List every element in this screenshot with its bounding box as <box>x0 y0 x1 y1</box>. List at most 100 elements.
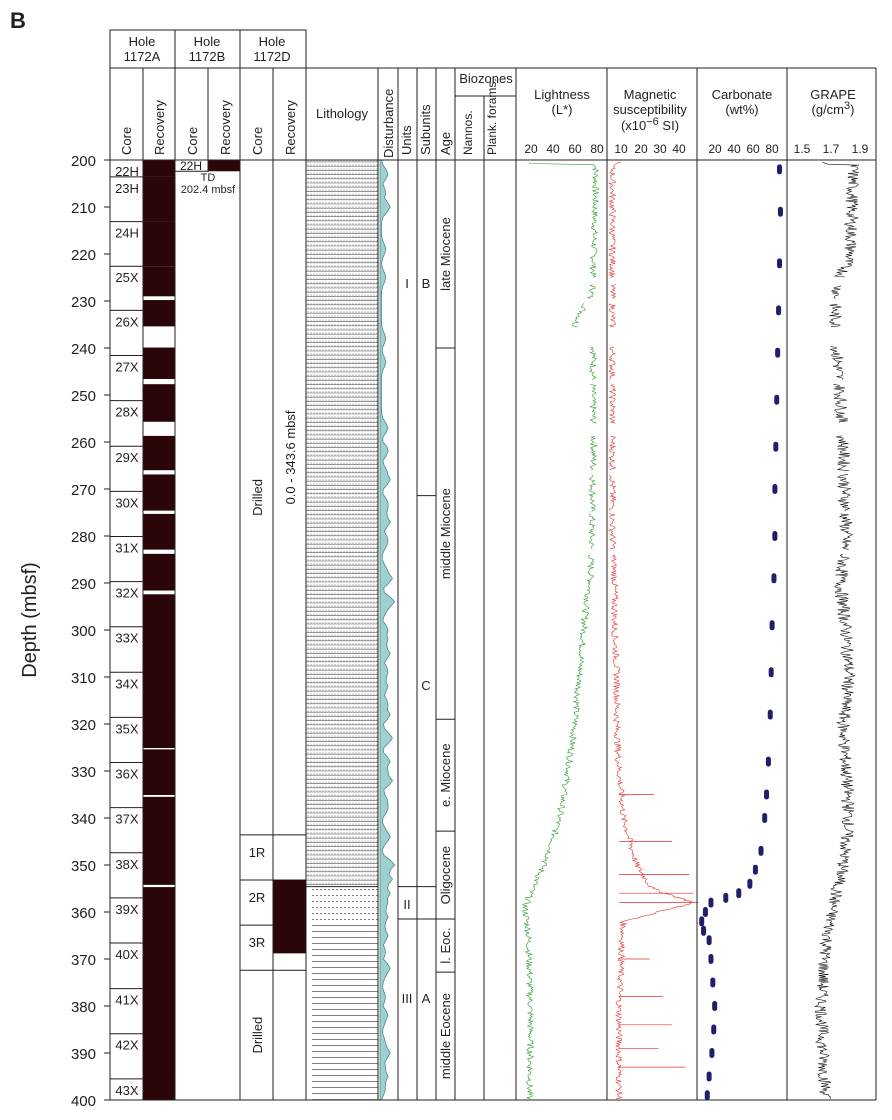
hole-1172d-cores: Drilled 1R 2R 3R Drilled 0.0 - 343.6 mbsf <box>240 410 306 1054</box>
core-label: 2R <box>249 890 266 905</box>
magsus-unit: (x10−6 SI) <box>621 116 679 133</box>
age-label: middle Eocene <box>438 993 453 1079</box>
core-label: 31X <box>115 540 138 555</box>
magsus-tick-40: 40 <box>672 142 686 156</box>
recovery-bar <box>143 717 175 748</box>
lightness-title: Lightness <box>534 87 590 102</box>
header-1172d-core: Core <box>250 127 265 155</box>
depth-tick-label: 320 <box>71 717 96 734</box>
lightness-tick-20: 20 <box>524 142 538 156</box>
column-headers: Core Recovery Core Recovery Core Recover… <box>119 71 856 158</box>
carbonate-point <box>777 164 783 175</box>
depth-tick-label: 300 <box>71 623 96 640</box>
header-units: Units <box>399 125 414 155</box>
core-label: 35X <box>115 721 138 736</box>
core-label: 38X <box>115 857 138 872</box>
grape-series-line <box>829 346 844 380</box>
log-plots <box>522 162 860 1101</box>
magsus-series-line <box>610 284 617 299</box>
age-label: late Miocene <box>438 217 453 291</box>
age-label: Oligocene <box>438 846 453 905</box>
core-label: 22H <box>180 159 202 173</box>
core-label: 42X <box>115 1038 138 1053</box>
core-label: 26X <box>115 314 138 329</box>
header-1172b-recovery: Recovery <box>218 100 233 155</box>
carbonate-point <box>709 1048 715 1058</box>
recovery-bar <box>208 160 240 172</box>
header-age: Age <box>438 132 453 155</box>
recovery-bar <box>143 221 175 267</box>
core-label: 36X <box>115 767 138 782</box>
depth-axis-ticks: 200 210 220 230 240 250 260 270 280 290 300 310 320 3… <box>71 153 110 1110</box>
depth-tick-label: 340 <box>71 811 96 828</box>
subunit-label: A <box>422 991 431 1006</box>
depth-tick-label: 290 <box>71 576 96 593</box>
panel-letter: B <box>10 8 26 33</box>
header-biozones: Biozones <box>459 71 513 86</box>
carbonate-point <box>776 305 782 316</box>
carbonate-point <box>702 907 708 917</box>
grape-unit-exp: 3 <box>844 100 850 112</box>
core-label: 25X <box>115 270 138 285</box>
grape-series-line <box>822 162 860 278</box>
core-label: 30X <box>115 495 138 510</box>
magsus-unit-pre: (x10 <box>621 118 646 133</box>
depth-tick-label: 200 <box>71 153 96 170</box>
carbonate-point <box>752 864 758 875</box>
depth-tick-label: 280 <box>71 529 96 546</box>
depth-tick-label: 370 <box>71 952 96 969</box>
depth-tick-label: 400 <box>71 1093 96 1110</box>
age-label: l. Eoc. <box>438 928 453 964</box>
recovery-bar <box>143 943 175 989</box>
core-label: 23H <box>115 181 139 196</box>
lightness-series-line <box>588 474 597 512</box>
lightness-series-line <box>586 284 596 299</box>
carbonate-point <box>772 484 778 494</box>
recovery-bar <box>273 880 306 954</box>
lightness-tick-60: 60 <box>568 142 582 156</box>
core-label: 34X <box>115 676 138 691</box>
recovery-bar <box>143 1078 175 1100</box>
recovery-bar <box>143 300 175 327</box>
carbonate-tick-60: 60 <box>746 142 760 156</box>
magsus-title: Magnetic <box>624 87 677 102</box>
core-label: 29X <box>115 450 138 465</box>
recovery-bar <box>143 384 175 422</box>
grape-title: GRAPE <box>810 87 856 102</box>
core-label: 37X <box>115 812 138 827</box>
core-label: 28X <box>115 405 138 420</box>
depth-tick-label: 210 <box>71 200 96 217</box>
core-label: 41X <box>115 993 138 1008</box>
lightness-series-line <box>589 346 598 380</box>
magsus-tick-30: 30 <box>653 142 667 156</box>
carbonate-point <box>747 878 753 889</box>
carbonate-tick-80: 80 <box>765 142 779 156</box>
recovery-bar <box>143 435 175 471</box>
header-plank-forams: Plank. forams. <box>485 78 499 155</box>
carbonate-point <box>765 756 771 767</box>
grape-tick-1-7: 1.7 <box>823 142 840 156</box>
carbonate-point <box>767 709 773 720</box>
header-frame <box>109 67 877 160</box>
subunit-label: B <box>422 276 431 291</box>
magsus-series-line <box>608 435 617 471</box>
depth-tick-label: 350 <box>71 858 96 875</box>
grape-tick-1-9: 1.9 <box>852 142 869 156</box>
hole-1172b-title: Hole <box>194 34 221 49</box>
carbonate-point <box>762 813 768 823</box>
plot-axis-ticks: 20 40 60 80 10 20 30 40 20 40 60 80 1.5 … <box>524 142 868 156</box>
grape-series-line <box>836 474 851 512</box>
recovery-bar <box>143 553 175 591</box>
depth-tick-label: 380 <box>71 999 96 1016</box>
magsus-series-line <box>608 513 617 550</box>
grape-series-line <box>831 285 842 299</box>
header-1172d-recovery: Recovery <box>283 100 298 155</box>
carbonate-point <box>712 1001 718 1011</box>
carbonate-point <box>708 897 714 908</box>
lithology-column <box>306 160 378 1101</box>
grape-series-line <box>838 513 853 550</box>
carbonate-point <box>777 206 783 217</box>
carbonate-point <box>774 394 780 405</box>
